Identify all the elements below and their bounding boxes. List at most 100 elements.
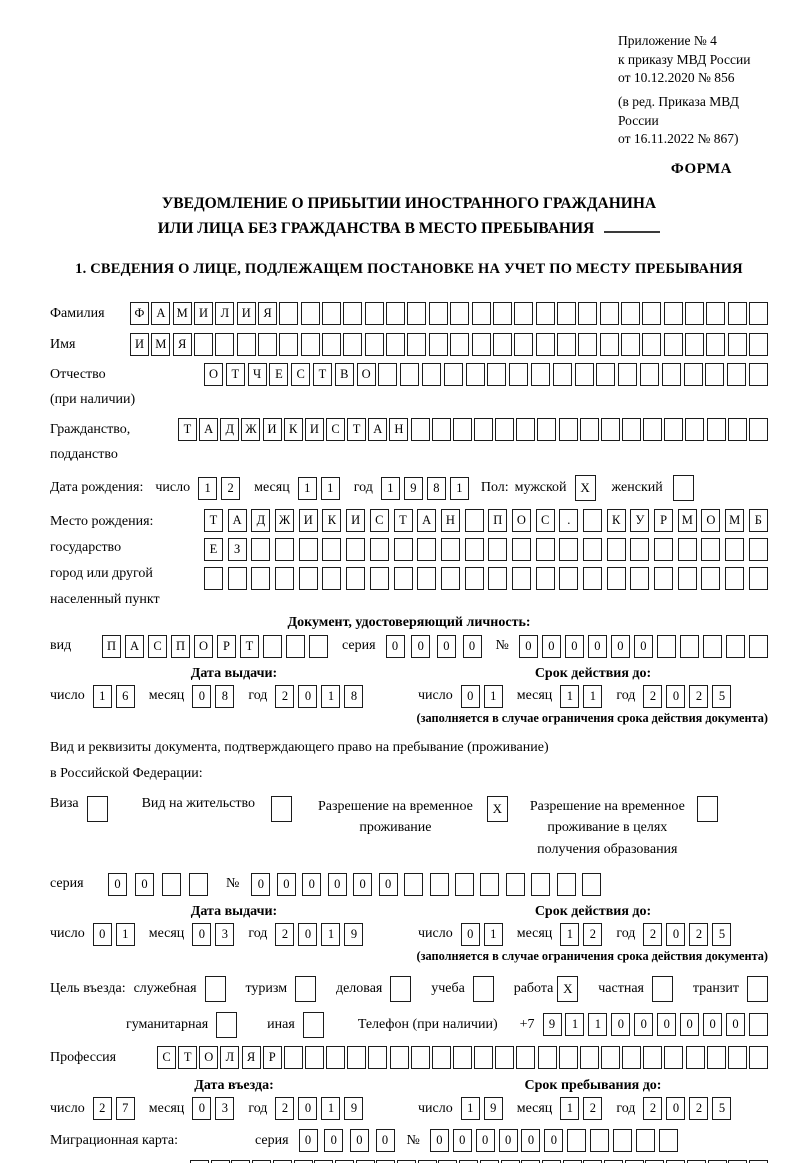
char-cell[interactable] bbox=[492, 302, 512, 326]
char-cell[interactable]: Т bbox=[178, 418, 197, 442]
char-cell[interactable] bbox=[725, 538, 745, 562]
char-cell[interactable] bbox=[346, 538, 366, 562]
char-cell[interactable]: Н bbox=[440, 509, 460, 533]
char-cell[interactable] bbox=[347, 1046, 367, 1070]
char-cell[interactable]: И bbox=[346, 509, 366, 533]
char-cell[interactable] bbox=[417, 1160, 437, 1163]
char-cell[interactable] bbox=[404, 872, 424, 896]
char-cell[interactable] bbox=[386, 332, 406, 356]
char-cell[interactable]: 0 bbox=[298, 922, 318, 946]
char-cell[interactable]: Е bbox=[269, 363, 289, 387]
char-cell[interactable] bbox=[279, 302, 299, 326]
char-cell[interactable] bbox=[258, 332, 278, 356]
char-cell[interactable] bbox=[684, 302, 704, 326]
char-cell[interactable] bbox=[558, 1046, 578, 1070]
char-cell[interactable]: 0 bbox=[302, 872, 322, 896]
rvp-education-checkbox[interactable] bbox=[696, 795, 718, 822]
char-cell[interactable]: 0 bbox=[192, 1097, 212, 1121]
char-cell[interactable] bbox=[748, 418, 768, 442]
char-cell[interactable] bbox=[579, 1046, 599, 1070]
char-cell[interactable] bbox=[537, 418, 557, 442]
char-cell[interactable] bbox=[272, 1160, 292, 1163]
char-cell[interactable] bbox=[706, 1046, 726, 1070]
char-cell[interactable] bbox=[450, 332, 470, 356]
char-cell[interactable]: О bbox=[194, 634, 213, 658]
char-cell[interactable] bbox=[748, 1013, 768, 1037]
char-cell[interactable]: М bbox=[172, 302, 192, 326]
char-cell[interactable] bbox=[685, 1046, 705, 1070]
char-cell[interactable]: 0 bbox=[541, 634, 561, 658]
char-cell[interactable] bbox=[251, 538, 271, 562]
char-cell[interactable] bbox=[728, 1160, 748, 1163]
char-cell[interactable]: 0 bbox=[353, 872, 373, 896]
char-cell[interactable]: 3 bbox=[215, 922, 235, 946]
char-cell[interactable]: 9 bbox=[344, 922, 364, 946]
char-cell[interactable]: С bbox=[291, 363, 311, 387]
char-cell[interactable]: О bbox=[204, 363, 223, 387]
char-cell[interactable] bbox=[454, 872, 474, 896]
char-cell[interactable]: 8 bbox=[426, 476, 446, 500]
char-cell[interactable]: Т bbox=[204, 509, 223, 533]
char-cell[interactable] bbox=[677, 567, 697, 591]
char-cell[interactable]: 1 bbox=[583, 684, 603, 708]
char-cell[interactable] bbox=[666, 1160, 686, 1163]
char-cell[interactable]: 1 bbox=[297, 476, 317, 500]
char-cell[interactable]: 0 bbox=[634, 1013, 654, 1037]
char-cell[interactable] bbox=[686, 1160, 706, 1163]
char-cell[interactable]: 1 bbox=[483, 922, 503, 946]
char-cell[interactable] bbox=[679, 634, 699, 658]
char-cell[interactable] bbox=[407, 302, 427, 326]
char-cell[interactable]: 0 bbox=[251, 872, 271, 896]
char-cell[interactable]: 1 bbox=[190, 1160, 209, 1163]
char-cell[interactable] bbox=[663, 302, 683, 326]
char-cell[interactable] bbox=[343, 302, 363, 326]
char-cell[interactable] bbox=[701, 538, 721, 562]
char-cell[interactable]: 1 bbox=[380, 476, 400, 500]
char-cell[interactable]: М bbox=[151, 332, 171, 356]
char-cell[interactable] bbox=[275, 567, 295, 591]
char-cell[interactable]: 0 bbox=[436, 634, 456, 658]
char-cell[interactable]: 0 bbox=[452, 1129, 472, 1153]
char-cell[interactable]: 2 bbox=[689, 1097, 709, 1121]
char-cell[interactable]: Ч bbox=[247, 363, 267, 387]
char-cell[interactable] bbox=[488, 538, 508, 562]
char-cell[interactable]: П bbox=[102, 634, 121, 658]
char-cell[interactable] bbox=[162, 872, 181, 896]
char-cell[interactable] bbox=[748, 363, 768, 387]
char-cell[interactable]: 0 bbox=[327, 872, 347, 896]
char-cell[interactable] bbox=[624, 1160, 644, 1163]
char-cell[interactable]: 2 bbox=[92, 1097, 112, 1121]
char-cell[interactable]: 0 bbox=[564, 634, 584, 658]
char-cell[interactable]: Р bbox=[262, 1046, 282, 1070]
char-cell[interactable] bbox=[514, 302, 534, 326]
char-cell[interactable] bbox=[417, 538, 437, 562]
char-cell[interactable] bbox=[604, 1160, 624, 1163]
char-cell[interactable] bbox=[429, 872, 449, 896]
char-cell[interactable]: Т bbox=[347, 418, 367, 442]
char-cell[interactable] bbox=[492, 332, 512, 356]
char-cell[interactable]: 2 bbox=[689, 922, 709, 946]
char-cell[interactable] bbox=[279, 332, 299, 356]
char-cell[interactable]: 0 bbox=[518, 634, 538, 658]
char-cell[interactable] bbox=[535, 302, 555, 326]
char-cell[interactable]: 8 bbox=[215, 684, 235, 708]
char-cell[interactable]: 0 bbox=[475, 1129, 495, 1153]
char-cell[interactable] bbox=[556, 302, 576, 326]
char-cell[interactable] bbox=[727, 363, 747, 387]
char-cell[interactable] bbox=[574, 363, 594, 387]
char-cell[interactable]: 2 bbox=[643, 1097, 663, 1121]
char-cell[interactable] bbox=[630, 538, 650, 562]
char-cell[interactable]: 0 bbox=[298, 1097, 318, 1121]
char-cell[interactable] bbox=[583, 509, 602, 533]
char-cell[interactable] bbox=[393, 567, 413, 591]
char-cell[interactable]: . bbox=[559, 509, 579, 533]
char-cell[interactable]: 1 bbox=[321, 922, 341, 946]
char-cell[interactable] bbox=[727, 302, 747, 326]
char-cell[interactable] bbox=[684, 332, 704, 356]
sex-male-checkbox[interactable]: X bbox=[574, 475, 596, 502]
char-cell[interactable] bbox=[600, 418, 620, 442]
char-cell[interactable]: 1 bbox=[560, 684, 580, 708]
char-cell[interactable] bbox=[479, 1160, 499, 1163]
purpose-inaya-checkbox[interactable] bbox=[302, 1011, 324, 1038]
char-cell[interactable]: 0 bbox=[298, 684, 318, 708]
